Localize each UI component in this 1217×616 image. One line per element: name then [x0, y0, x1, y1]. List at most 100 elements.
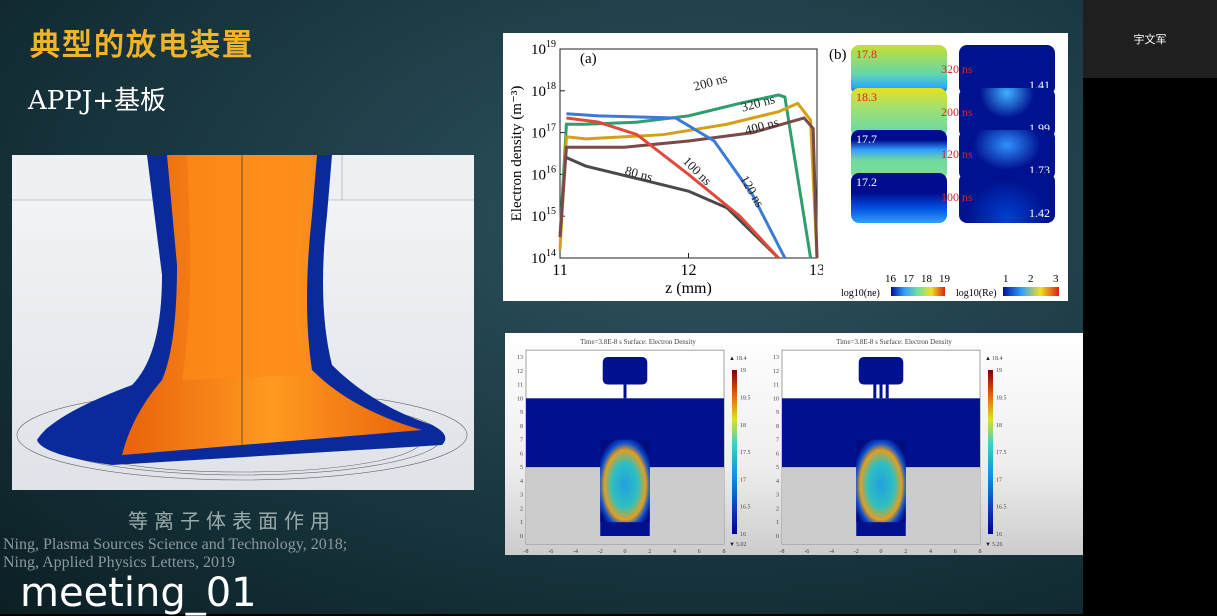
y-tick-label: 9 [776, 410, 779, 416]
time-label: 120 ns [941, 147, 973, 161]
slide-subtitle: APPJ+基板 [28, 86, 166, 116]
y-tick-exponent: 16 [546, 164, 556, 175]
ne-map-tile: 18.3 [851, 87, 947, 138]
time-label: 100 ns [941, 189, 973, 204]
x-tick-label: 0 [624, 549, 627, 555]
colorbar-tick: 17.5 [996, 450, 1007, 456]
max-value-arrow: ▲ [985, 356, 991, 362]
re-colorbar [1003, 287, 1059, 296]
min-value: 5.26 [992, 542, 1003, 548]
series-label: 200 ns [692, 70, 729, 93]
x-tick-label: 12 [681, 262, 697, 279]
series-line-80ns [565, 156, 780, 260]
y-tick-label: 3 [776, 493, 779, 499]
y-tick-label: 6 [776, 451, 779, 457]
y-tick-label: 3 [520, 493, 523, 499]
x-tick-label: 13 [809, 262, 823, 279]
y-tick-label: 12 [517, 369, 523, 375]
y-tick-label: 5 [520, 465, 523, 471]
y-tick-label: 2 [776, 506, 779, 512]
max-value: 18.4 [736, 356, 747, 362]
electrode-stem [623, 384, 627, 399]
y-tick-label: 1016 [531, 164, 556, 183]
colorbar-tick: 18.5 [740, 396, 751, 402]
y-tick-label: 13 [517, 355, 523, 361]
y-tick-base: 10 [531, 84, 546, 100]
re-colorbar-tick: 2 [1028, 273, 1034, 285]
y-tick-label: 0 [776, 534, 779, 540]
x-tick-label: -6 [548, 549, 553, 555]
colorbar-tick: 18.5 [996, 396, 1007, 402]
y-tick-exponent: 14 [546, 248, 556, 259]
colorbar [732, 370, 737, 534]
colorbar-tick: 18 [740, 423, 746, 429]
series-label: 320 ns [739, 91, 776, 114]
x-tick-label: -4 [829, 549, 834, 555]
colorbar-tick: 19 [740, 368, 746, 374]
colorbar-tick: 16 [740, 532, 746, 538]
y-tick-base: 10 [531, 209, 546, 225]
presentation-slide: 典型的放电装置 APPJ+基板 等离子体表面作用 Ning, Plasma So… [0, 0, 1083, 614]
reference-1: Ning, Plasma Sources Science and Technol… [3, 536, 348, 553]
plasma-region [856, 439, 906, 523]
y-tick-label: 1017 [531, 123, 556, 142]
electrode-stem [879, 384, 883, 399]
max-value: 18.4 [992, 356, 1003, 362]
x-tick-label: 4 [673, 549, 676, 555]
ne-max-value: 17.8 [856, 47, 877, 61]
y-tick-label: 12 [773, 369, 779, 375]
min-value: 5.02 [736, 542, 747, 548]
y-tick-label: 1019 [531, 39, 556, 58]
y-tick-label: 11 [517, 383, 523, 389]
y-tick-label: 0 [520, 534, 523, 540]
series-line-320ns [558, 101, 819, 259]
y-tick-exponent: 19 [546, 39, 556, 50]
y-tick-exponent: 18 [546, 81, 556, 92]
participant-tile[interactable]: 宇文军 [1083, 0, 1217, 78]
ne-max-value: 17.7 [856, 132, 877, 146]
x-tick-label: 2 [904, 549, 907, 555]
y-tick-label: 4 [776, 479, 779, 485]
slide-title: 典型的放电装置 [30, 28, 254, 63]
series-label: 80 ns [623, 163, 654, 185]
y-tick-base: 10 [531, 251, 546, 267]
re-colorbar-tick: 1 [1003, 273, 1009, 285]
slide-caption: 等离子体表面作用 [128, 509, 336, 533]
series-label: 120 ns [737, 173, 767, 210]
participant-name: 宇文军 [1133, 34, 1167, 46]
y-tick-label: 1 [776, 520, 779, 526]
y-tick-label: 9 [520, 410, 523, 416]
x-tick-label: 8 [723, 549, 726, 555]
y-tick-label: 5 [776, 465, 779, 471]
y-axis-label: Electron density (m⁻³) [509, 86, 525, 222]
x-tick-label: -8 [780, 549, 785, 555]
comsol-plot-2: Time=3.8E-8 s Surface: Electron Density -… [773, 338, 1007, 555]
y-tick-label: 2 [520, 506, 523, 512]
ne-map-tile: 17.8 [851, 45, 947, 95]
colorbar-tick: 16.5 [740, 505, 751, 511]
x-tick-label: -4 [573, 549, 578, 555]
x-tick-label: 8 [979, 549, 982, 555]
series-line-400ns [558, 116, 819, 259]
re-colorbar-label: log10(Re) [956, 288, 997, 299]
ne-map-tile: 17.2 [851, 172, 947, 223]
plot-title: Time=3.8E-8 s Surface: Electron Density [836, 338, 952, 346]
y-tick-label: 8 [520, 424, 523, 430]
x-tick-label: -2 [854, 549, 859, 555]
x-tick-label: 4 [929, 549, 932, 555]
electron-density-figure: 11 12 13 1014 1015 1016 1017 1018 1019 (a) z (mm) E… [503, 33, 1068, 301]
y-tick-label: 8 [776, 424, 779, 430]
series-line-120ns [566, 112, 787, 259]
comsol-simulation-plots: Time=3.8E-8 s Surface: Electron Density -… [505, 333, 1083, 555]
y-tick-label: 1014 [531, 248, 556, 267]
re-colorbar-tick: 3 [1053, 273, 1059, 285]
time-label: 320 ns [941, 62, 973, 76]
colorbar-tick: 17 [996, 477, 1002, 483]
plot-frame [559, 48, 818, 259]
plasma-region [600, 439, 650, 523]
panel-a-label: (a) [580, 51, 597, 67]
y-tick-exponent: 15 [546, 206, 556, 217]
ne-max-value: 18.3 [856, 89, 877, 104]
ne-colorbar [891, 287, 945, 296]
y-tick-label: 4 [520, 479, 523, 485]
